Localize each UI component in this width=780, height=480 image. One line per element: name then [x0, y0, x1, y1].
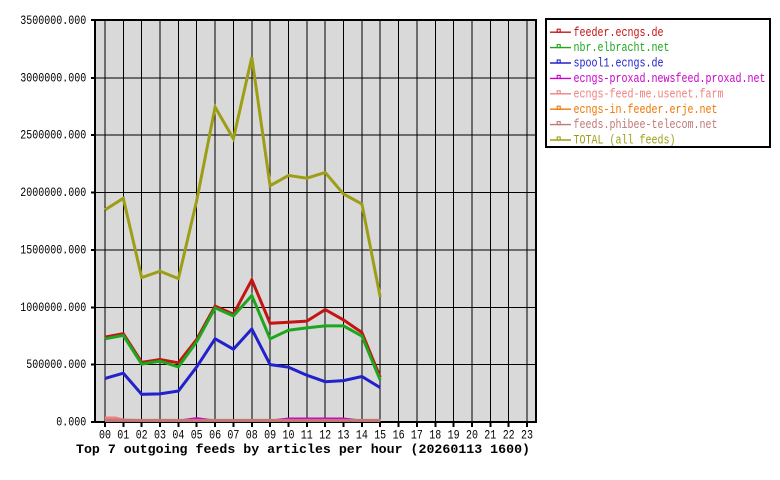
- svg-text:13: 13: [338, 429, 350, 443]
- svg-text:feeds.phibee-telecom.net: feeds.phibee-telecom.net: [574, 118, 718, 132]
- svg-text:1000000.000: 1000000.000: [20, 301, 86, 315]
- svg-text:12: 12: [319, 429, 331, 443]
- svg-text:2500000.000: 2500000.000: [20, 129, 86, 143]
- svg-text:spool1.ecngs.de: spool1.ecngs.de: [574, 57, 664, 71]
- svg-text:03: 03: [154, 429, 166, 443]
- svg-text:07: 07: [227, 429, 239, 443]
- svg-text:1500000.000: 1500000.000: [20, 243, 86, 257]
- svg-text:23: 23: [521, 429, 533, 443]
- svg-text:Top 7 outgoing feeds by articl: Top 7 outgoing feeds by articles per hou…: [76, 442, 530, 457]
- svg-text:20: 20: [466, 429, 478, 443]
- svg-text:19: 19: [448, 429, 460, 443]
- svg-text:00: 00: [99, 429, 111, 443]
- svg-text:21: 21: [484, 429, 496, 443]
- svg-text:18: 18: [429, 429, 441, 443]
- svg-text:3500000.000: 3500000.000: [20, 14, 86, 28]
- svg-text:08: 08: [246, 429, 258, 443]
- svg-text:500000.000: 500000.000: [26, 358, 86, 372]
- svg-text:17: 17: [411, 429, 423, 443]
- svg-text:02: 02: [136, 429, 148, 443]
- svg-text:TOTAL (all feeds): TOTAL (all feeds): [574, 134, 676, 148]
- svg-text:11: 11: [301, 429, 313, 443]
- svg-text:ecngs-feed-me.usenet.farm: ecngs-feed-me.usenet.farm: [574, 87, 724, 101]
- svg-text:0.000: 0.000: [56, 416, 86, 430]
- svg-text:01: 01: [117, 429, 129, 443]
- svg-text:04: 04: [172, 429, 184, 443]
- svg-text:3000000.000: 3000000.000: [20, 71, 86, 85]
- svg-text:22: 22: [503, 429, 515, 443]
- svg-text:14: 14: [356, 429, 368, 443]
- svg-text:2000000.000: 2000000.000: [20, 186, 86, 200]
- svg-text:nbr.elbracht.net: nbr.elbracht.net: [574, 41, 670, 55]
- svg-text:feeder.ecngs.de: feeder.ecngs.de: [574, 26, 664, 40]
- svg-text:ecngs-in.feeder.erje.net: ecngs-in.feeder.erje.net: [574, 103, 718, 117]
- svg-text:05: 05: [191, 429, 203, 443]
- svg-text:ecngs-proxad.newsfeed.proxad.n: ecngs-proxad.newsfeed.proxad.net: [574, 72, 766, 86]
- svg-text:10: 10: [283, 429, 295, 443]
- svg-text:16: 16: [393, 429, 405, 443]
- svg-text:15: 15: [374, 429, 386, 443]
- svg-text:06: 06: [209, 429, 221, 443]
- svg-text:09: 09: [264, 429, 276, 443]
